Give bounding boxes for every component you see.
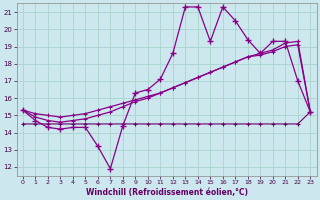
X-axis label: Windchill (Refroidissement éolien,°C): Windchill (Refroidissement éolien,°C): [85, 188, 248, 197]
